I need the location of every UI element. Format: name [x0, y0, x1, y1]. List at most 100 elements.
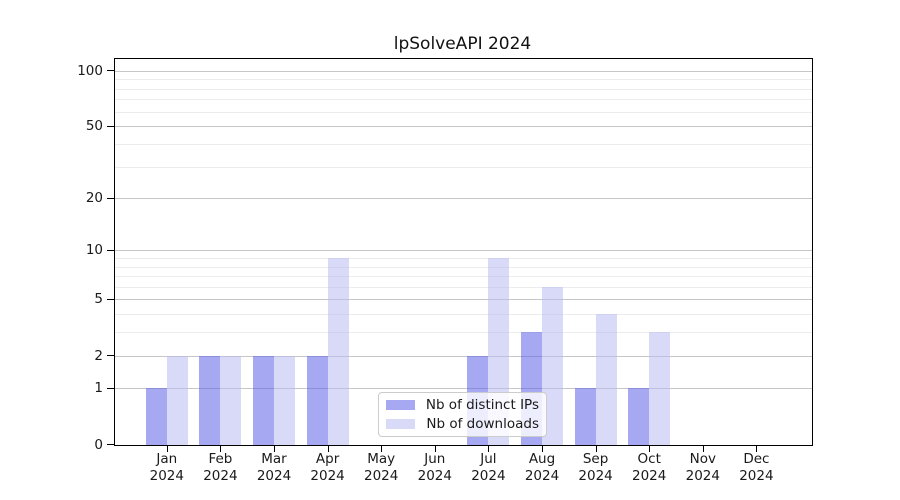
minor-gridline	[115, 276, 812, 278]
x-tick-mark	[166, 445, 168, 452]
bar-feb-ips	[199, 355, 221, 445]
major-gridline	[115, 126, 812, 128]
bar-apr-downloads	[327, 258, 349, 445]
month-label: Apr	[315, 451, 340, 467]
year-label: 2024	[685, 468, 720, 484]
y-tick-label: 20	[85, 190, 103, 207]
chart-title: lpSolveAPI 2024	[393, 34, 532, 54]
y-tick-mark	[107, 249, 114, 251]
x-tick-mark	[649, 445, 651, 452]
x-tick-mark	[702, 445, 704, 452]
x-tick-label-may: May 2024	[351, 451, 411, 485]
y-tick-mark	[107, 197, 114, 199]
year-label: 2024	[310, 468, 345, 484]
y-tick-mark	[107, 125, 114, 127]
legend-item: Nb of distinct IPs	[386, 397, 539, 413]
year-label: 2024	[632, 468, 667, 484]
plot-area	[114, 58, 813, 446]
y-tick-mark	[107, 70, 114, 72]
x-tick-mark	[381, 445, 383, 452]
x-tick-mark	[488, 445, 490, 452]
year-label: 2024	[524, 468, 560, 484]
month-label: Mar	[261, 451, 287, 467]
minor-gridline	[115, 286, 812, 288]
y-tick-label: 10	[85, 242, 103, 259]
x-tick-label-oct: Oct 2024	[619, 451, 679, 485]
bar-feb-downloads	[220, 355, 242, 445]
legend: Nb of distinct IPs Nb of downloads	[378, 392, 547, 437]
x-tick-label-sep: Sep 2024	[566, 451, 626, 485]
x-tick-label-mar: Mar 2024	[244, 451, 304, 485]
x-tick-label-jul: Jul 2024	[458, 451, 518, 485]
year-label: 2024	[417, 468, 452, 484]
bar-sep-ips	[574, 388, 596, 445]
x-tick-label-aug: Aug 2024	[512, 451, 572, 485]
month-label: Jun	[424, 451, 446, 467]
bar-jan-ips	[145, 388, 167, 445]
major-gridline	[115, 70, 812, 72]
minor-gridline	[115, 266, 812, 268]
major-gridline	[115, 250, 812, 252]
y-tick-label: 1	[94, 380, 103, 397]
y-tick-mark	[107, 355, 114, 357]
x-tick-label-jun: Jun 2024	[405, 451, 465, 485]
bar-aug-downloads	[542, 286, 563, 445]
minor-gridline	[115, 88, 812, 90]
legend-item: Nb of downloads	[386, 416, 539, 432]
x-tick-label-feb: Feb 2024	[190, 451, 250, 485]
x-tick-mark	[327, 445, 329, 452]
y-tick-label: 0	[94, 436, 103, 453]
year-label: 2024	[203, 468, 238, 484]
bar-apr-ips	[306, 355, 328, 445]
x-tick-mark	[274, 445, 275, 452]
y-tick-label: 100	[77, 62, 103, 79]
bar-mar-downloads	[274, 355, 295, 445]
minor-gridline	[115, 143, 812, 145]
y-tick-mark	[107, 444, 114, 445]
month-label: Aug	[528, 451, 556, 467]
x-tick-mark	[595, 445, 597, 452]
x-tick-mark	[542, 445, 543, 452]
major-gridline	[115, 198, 812, 200]
minor-gridline	[115, 332, 812, 334]
y-tick-label: 2	[94, 347, 103, 364]
y-tick-mark	[107, 298, 114, 300]
minor-gridline	[115, 258, 812, 260]
legend-rows: Nb of distinct IPs Nb of downloads	[386, 395, 539, 434]
bar-mar-ips	[253, 355, 274, 445]
legend-item-label: Nb of distinct IPs	[425, 397, 539, 414]
y-tick-label: 5	[94, 291, 103, 308]
x-tick-label-apr: Apr 2024	[298, 451, 358, 485]
minor-gridline	[115, 166, 812, 168]
minor-gridline	[115, 111, 812, 113]
minor-gridline	[115, 79, 812, 81]
major-gridline	[115, 355, 812, 357]
month-label: Feb	[208, 451, 233, 467]
x-tick-mark	[220, 445, 222, 452]
year-label: 2024	[256, 468, 292, 484]
major-gridline	[115, 299, 812, 301]
month-label: Sep	[582, 451, 609, 467]
x-tick-mark	[756, 445, 758, 452]
month-label: May	[367, 451, 396, 467]
month-label: Nov	[689, 451, 716, 467]
month-label: Jan	[156, 451, 178, 467]
year-label: 2024	[578, 468, 613, 484]
bar-jan-downloads	[166, 355, 188, 445]
x-tick-label-jan: Jan 2024	[137, 451, 197, 485]
year-label: 2024	[364, 468, 399, 484]
bar-oct-ips	[628, 388, 650, 445]
x-tick-mark	[434, 445, 436, 452]
year-label: 2024	[471, 468, 506, 484]
y-tick-label: 50	[85, 118, 103, 135]
month-label: Oct	[637, 451, 661, 467]
y-tick-mark	[107, 387, 114, 389]
x-tick-label-nov: Nov 2024	[673, 451, 733, 485]
year-label: 2024	[739, 468, 774, 484]
legend-swatch	[386, 400, 415, 411]
month-label: Dec	[743, 451, 770, 467]
legend-swatch	[386, 418, 415, 429]
year-label: 2024	[149, 468, 184, 484]
legend-item-label: Nb of downloads	[426, 415, 539, 432]
